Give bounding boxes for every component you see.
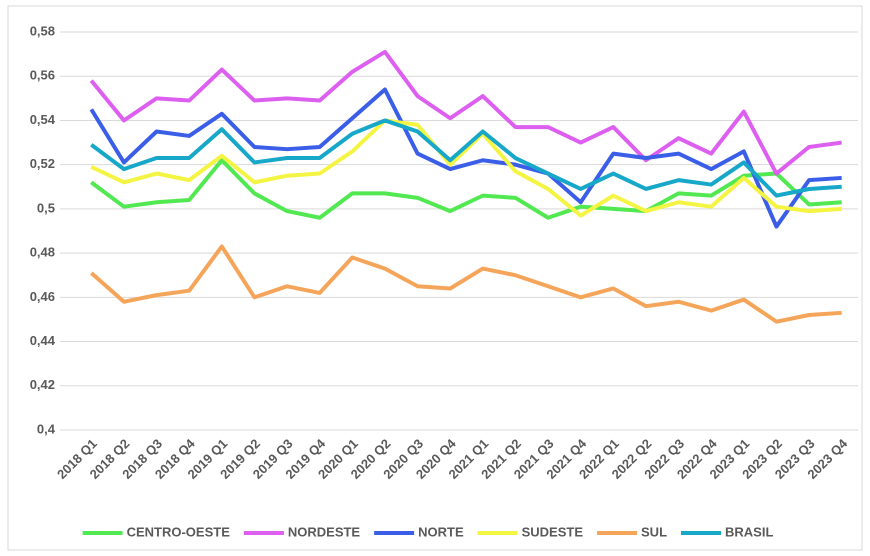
legend-label: NORTE [418, 524, 464, 539]
chart-border [7, 5, 863, 551]
y-tick-label: 0,48 [30, 245, 55, 260]
legend-label: NORDESTE [288, 524, 361, 539]
series-line [89, 87, 842, 229]
series-line [90, 158, 842, 220]
y-tick-label: 0,42 [30, 377, 55, 392]
y-tick-label: 0,4 [37, 421, 56, 436]
legend-label: SUL [641, 524, 667, 539]
y-tick-label: 0,52 [30, 156, 55, 171]
y-tick-label: 0,56 [30, 68, 55, 83]
y-tick-label: 0,58 [30, 23, 55, 38]
y-tick-label: 0,54 [30, 112, 56, 127]
legend-label: SUDESTE [522, 524, 584, 539]
y-tick-label: 0,46 [30, 289, 55, 304]
series-line [89, 244, 842, 324]
series-line [90, 118, 842, 198]
legend-label: BRASIL [725, 524, 773, 539]
legend-label: CENTRO-OESTE [127, 524, 231, 539]
series-line [90, 118, 842, 218]
y-tick-label: 0,44 [30, 333, 56, 348]
y-tick-label: 0,5 [37, 200, 55, 215]
series-line [89, 49, 842, 176]
